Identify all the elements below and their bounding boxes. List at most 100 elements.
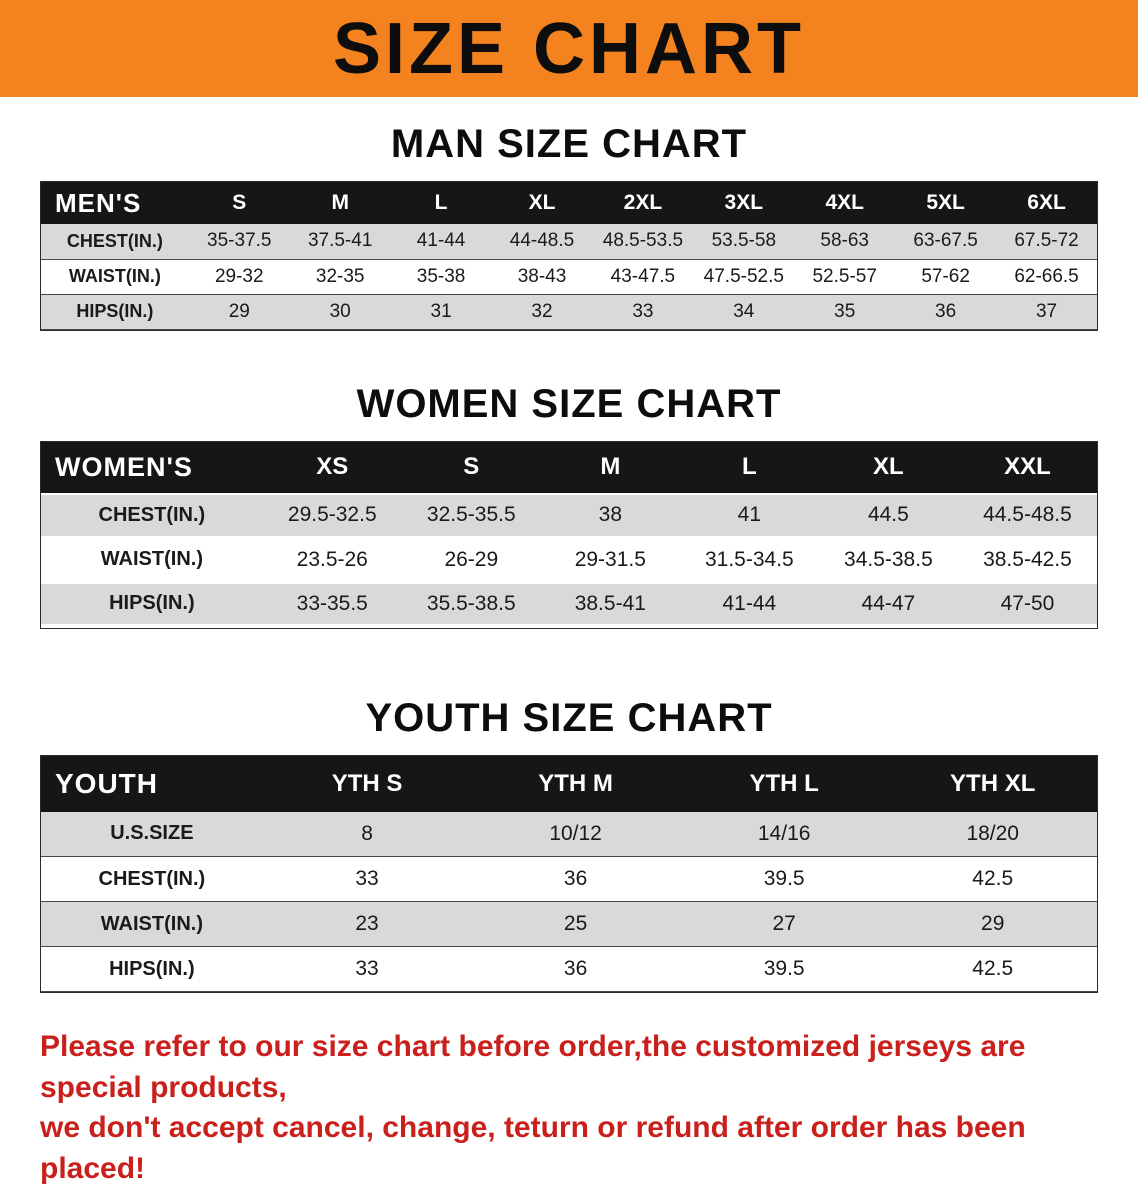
value-cell: 29.5-32.5: [262, 492, 402, 540]
size-header-cell: YTH M: [471, 755, 680, 812]
row-label-cell: CHEST(IN.): [41, 856, 263, 902]
size-header-cell: 5XL: [895, 182, 997, 224]
value-cell: 41-44: [679, 580, 819, 628]
women-size-table-wrap: WOMEN'S XS S M L XL XXL CHEST(IN.) 29.5-32.5 32.5…: [40, 440, 1098, 629]
value-cell: 62-66.5: [996, 259, 1097, 295]
value-cell: 57-62: [895, 259, 997, 295]
value-cell: 58-63: [794, 224, 896, 260]
size-chart-banner: SIZE CHART: [0, 0, 1138, 97]
value-cell: 29: [888, 901, 1097, 947]
value-cell: 67.5-72: [996, 224, 1097, 260]
value-cell: 42.5: [888, 856, 1097, 902]
value-cell: 32-35: [289, 259, 391, 295]
value-cell: 39.5: [679, 856, 889, 902]
table-row: WAIST(IN.) 29-32 32-35 35-38 38-43 43-47.5 47.…: [41, 259, 1097, 295]
value-cell: 36: [895, 294, 997, 330]
value-cell: 35-37.5: [188, 224, 290, 260]
table-row: CHEST(IN.) 33 36 39.5 42.5: [41, 856, 1097, 902]
youth-size-table-wrap: YOUTH YTH S YTH M YTH L YTH XL U.S.SIZE 8 10/12…: [40, 754, 1098, 993]
value-cell: 32: [491, 294, 593, 330]
value-cell: 38.5-41: [540, 580, 680, 628]
table-header-row: MEN'S S M L XL 2XL 3XL 4XL 5XL 6XL: [41, 182, 1097, 224]
row-label-cell: HIPS(IN.): [41, 294, 189, 330]
value-cell: 33: [592, 294, 694, 330]
value-cell: 44.5: [818, 492, 958, 540]
value-cell: 10/12: [471, 811, 680, 857]
size-header-cell: XXL: [957, 441, 1097, 494]
value-cell: 30: [289, 294, 391, 330]
value-cell: 53.5-58: [693, 224, 795, 260]
women-size-table: WOMEN'S XS S M L XL XXL CHEST(IN.) 29.5-32.5 32.5…: [41, 441, 1097, 628]
table-header-row: WOMEN'S XS S M L XL XXL: [41, 441, 1097, 494]
size-header-cell: S: [188, 182, 290, 224]
table-title-cell: YOUTH: [41, 755, 263, 812]
row-label-cell: WAIST(IN.): [41, 259, 189, 295]
size-header-cell: L: [679, 441, 819, 494]
value-cell: 31: [390, 294, 492, 330]
men-size-table-wrap: MEN'S S M L XL 2XL 3XL 4XL 5XL 6XL CHEST(IN.) 35-37…: [40, 181, 1098, 331]
youth-section-heading: YOUTH SIZE CHART: [365, 695, 773, 740]
disclaimer-note: Please refer to our size chart before or…: [40, 1027, 1098, 1189]
value-cell: 38.5-42.5: [957, 536, 1097, 584]
row-label-cell: U.S.SIZE: [41, 811, 263, 857]
value-cell: 44-48.5: [491, 224, 593, 260]
table-row: WAIST(IN.) 23.5-26 26-29 29-31.5 31.5-34.5 34…: [41, 536, 1097, 584]
value-cell: 29-32: [188, 259, 290, 295]
value-cell: 23.5-26: [262, 536, 402, 584]
disclaimer-line-1: Please refer to our size chart before or…: [40, 1030, 1026, 1104]
table-row: WAIST(IN.) 23 25 27 29: [41, 901, 1097, 947]
men-size-table: MEN'S S M L XL 2XL 3XL 4XL 5XL 6XL CHEST(IN.) 35-37…: [41, 182, 1097, 330]
value-cell: 29-31.5: [540, 536, 680, 584]
size-header-cell: L: [390, 182, 492, 224]
value-cell: 38-43: [491, 259, 593, 295]
value-cell: 52.5-57: [794, 259, 896, 295]
table-row: CHEST(IN.) 35-37.5 37.5-41 41-44 44-48.5 48.5…: [41, 224, 1097, 260]
value-cell: 44-47: [818, 580, 958, 628]
size-header-cell: 6XL: [996, 182, 1097, 224]
value-cell: 26-29: [401, 536, 541, 584]
size-header-cell: YTH L: [679, 755, 889, 812]
value-cell: 63-67.5: [895, 224, 997, 260]
value-cell: 41: [679, 492, 819, 540]
size-header-cell: 2XL: [592, 182, 694, 224]
value-cell: 44.5-48.5: [957, 492, 1097, 540]
value-cell: 36: [471, 946, 680, 992]
size-header-cell: M: [540, 441, 680, 494]
value-cell: 8: [262, 811, 472, 857]
value-cell: 25: [471, 901, 680, 947]
size-header-cell: 4XL: [794, 182, 896, 224]
value-cell: 38: [540, 492, 680, 540]
size-header-cell: YTH S: [262, 755, 472, 812]
size-header-cell: S: [401, 441, 541, 494]
disclaimer-line-2: we don't accept cancel, change, teturn o…: [40, 1111, 1026, 1185]
value-cell: 33: [262, 946, 472, 992]
table-row: HIPS(IN.) 29 30 31 32 33 34 35 36 37: [41, 294, 1097, 330]
value-cell: 34: [693, 294, 795, 330]
value-cell: 27: [679, 901, 889, 947]
value-cell: 39.5: [679, 946, 889, 992]
table-row: CHEST(IN.) 29.5-32.5 32.5-35.5 38 41 44.5 44.5…: [41, 492, 1097, 540]
value-cell: 36: [471, 856, 680, 902]
value-cell: 41-44: [390, 224, 492, 260]
value-cell: 33: [262, 856, 472, 902]
value-cell: 47-50: [957, 580, 1097, 628]
value-cell: 33-35.5: [262, 580, 402, 628]
value-cell: 31.5-34.5: [679, 536, 819, 584]
row-label-cell: WAIST(IN.): [41, 536, 263, 584]
size-header-cell: 3XL: [693, 182, 795, 224]
table-row: HIPS(IN.) 33 36 39.5 42.5: [41, 946, 1097, 992]
value-cell: 43-47.5: [592, 259, 694, 295]
value-cell: 18/20: [888, 811, 1097, 857]
row-label-cell: HIPS(IN.): [41, 580, 263, 628]
value-cell: 47.5-52.5: [693, 259, 795, 295]
value-cell: 35: [794, 294, 896, 330]
value-cell: 14/16: [679, 811, 889, 857]
size-header-cell: XL: [818, 441, 958, 494]
value-cell: 32.5-35.5: [401, 492, 541, 540]
value-cell: 35-38: [390, 259, 492, 295]
size-header-cell: M: [289, 182, 391, 224]
value-cell: 23: [262, 901, 472, 947]
size-header-cell: XL: [491, 182, 593, 224]
table-header-row: YOUTH YTH S YTH M YTH L YTH XL: [41, 755, 1097, 812]
value-cell: 34.5-38.5: [818, 536, 958, 584]
